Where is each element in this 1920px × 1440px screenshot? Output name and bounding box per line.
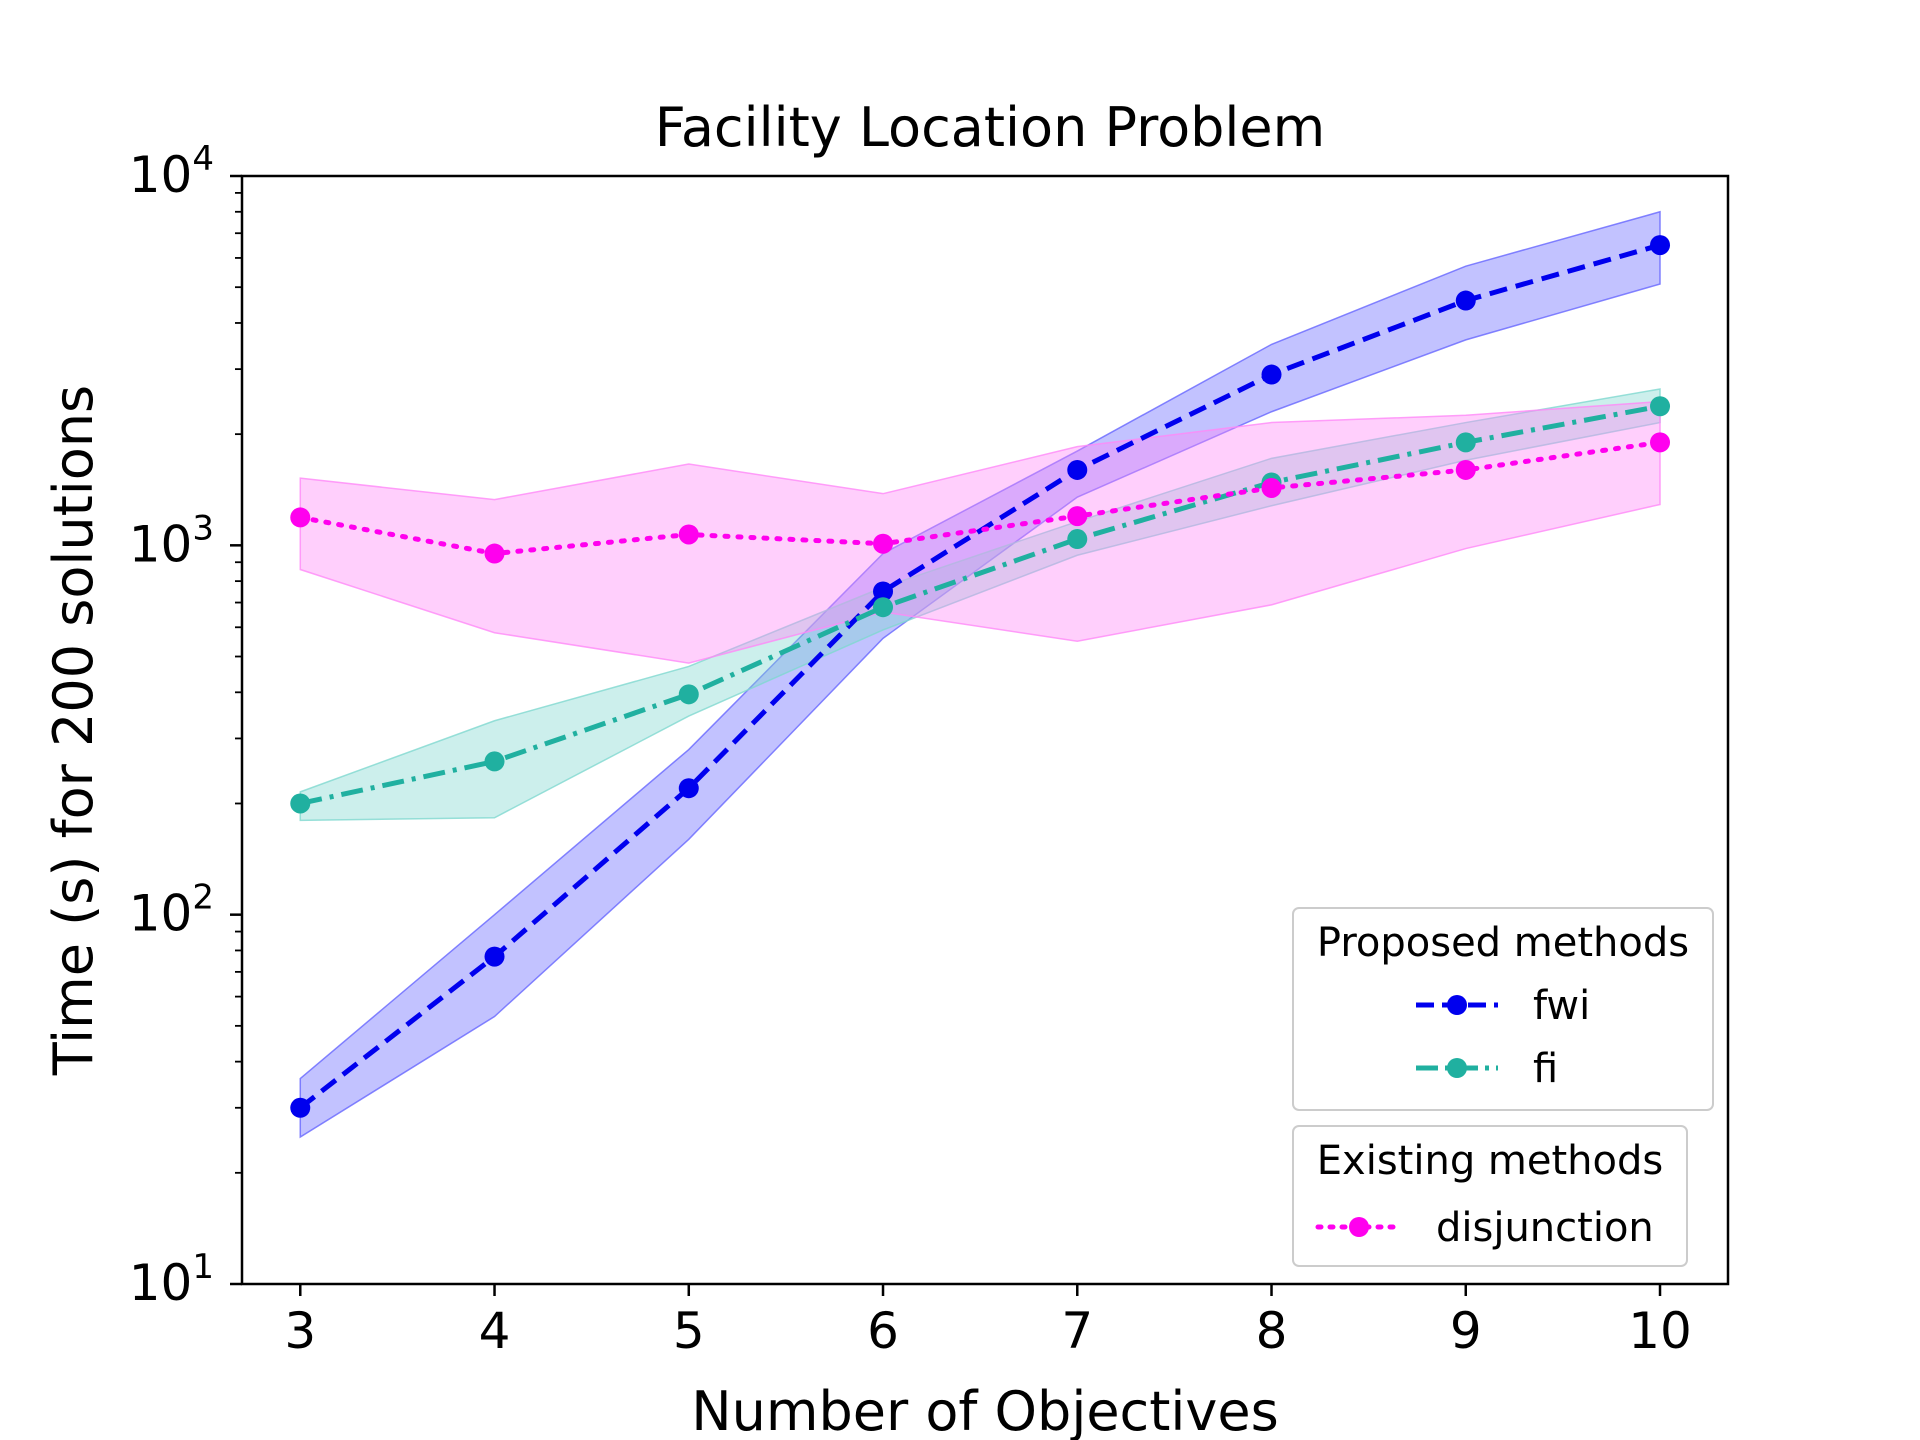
y-tick-label-100: 102 [129, 878, 214, 943]
band-fwi [299, 210, 1661, 1139]
y-tick-label-10000: 104 [129, 139, 214, 204]
line-disjunction [297, 439, 1663, 557]
x-tick-label-4: 4 [479, 1302, 511, 1360]
x-tick-label-5: 5 [673, 1302, 705, 1360]
legend-box-proposed [1292, 907, 1714, 1111]
y-axis-ticks: 101 102 103 104 [129, 139, 242, 1312]
point-fwi-5 [678, 778, 699, 799]
point-fi-6 [873, 597, 894, 618]
point-disjunction-5 [678, 524, 699, 545]
x-axis-label: Number of Objectives [691, 1380, 1279, 1440]
x-axis-ticks: 3 4 5 6 7 8 9 10 [284, 1284, 1692, 1360]
line-fi [299, 403, 1661, 806]
point-fi-7 [1067, 529, 1088, 550]
series-points [290, 235, 1671, 1118]
point-fwi-4 [484, 946, 505, 967]
legend-entry-disjunction: disjunction [1315, 1205, 1654, 1251]
point-disjunction-4 [484, 543, 505, 564]
legend-label-disjunction: disjunction [1436, 1205, 1654, 1251]
legend-entry-fwi: fwi [1416, 983, 1590, 1029]
y-axis-label: Time (s) for 200 solutions [42, 385, 105, 1076]
plot-frame [240, 174, 1730, 1286]
x-tick-label-6: 6 [867, 1302, 899, 1360]
y-tick-label-10: 101 [129, 1247, 214, 1312]
legend-title-proposed: Proposed methods [1317, 920, 1689, 966]
legend-box-existing [1292, 1125, 1688, 1267]
point-fwi-3 [290, 1097, 311, 1118]
point-disjunction-3 [290, 507, 311, 528]
point-disjunction-6 [873, 533, 894, 554]
point-disjunction-10 [1650, 432, 1671, 453]
point-fi-5 [678, 684, 699, 705]
y-tick-label-1000: 103 [129, 508, 214, 573]
point-fwi-9 [1455, 290, 1476, 311]
series-lines [297, 242, 1663, 1110]
point-fwi-7 [1067, 459, 1088, 480]
x-tick-label-3: 3 [284, 1302, 316, 1360]
point-fi-10 [1650, 396, 1671, 417]
point-fwi-6 [873, 581, 894, 602]
x-tick-label-7: 7 [1061, 1302, 1093, 1360]
x-tick-label-8: 8 [1256, 1302, 1288, 1360]
legend-entry-fi: fi [1416, 1046, 1558, 1092]
legend: Proposed methods fwi fi Existing methods… [1292, 907, 1714, 1267]
chart-title: Facility Location Problem [655, 96, 1326, 159]
point-fwi-10 [1650, 235, 1671, 256]
point-disjunction-7 [1067, 506, 1088, 527]
point-fi-4 [484, 751, 505, 772]
point-fi-3 [290, 793, 311, 814]
legend-title-existing: Existing methods [1317, 1138, 1663, 1184]
x-tick-label-9: 9 [1450, 1302, 1482, 1360]
legend-label-fi: fi [1533, 1046, 1558, 1092]
point-disjunction-8 [1261, 477, 1282, 498]
legend-label-fwi: fwi [1533, 983, 1590, 1029]
point-disjunction-9 [1455, 459, 1476, 480]
line-fwi [298, 242, 1661, 1110]
point-fwi-8 [1261, 364, 1282, 385]
x-tick-label-10: 10 [1628, 1302, 1692, 1360]
point-fi-9 [1455, 432, 1476, 453]
